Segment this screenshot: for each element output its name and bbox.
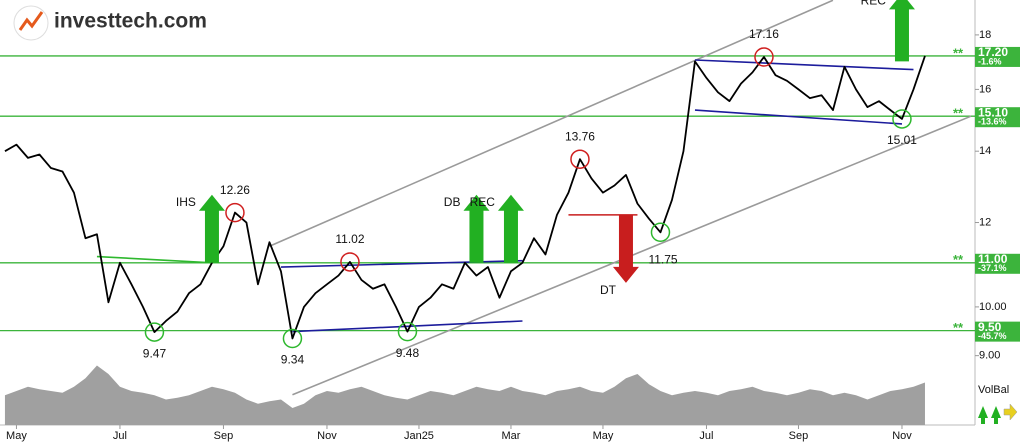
trendline bbox=[694, 59, 914, 71]
trendline bbox=[280, 259, 523, 268]
level-change: -37.1% bbox=[978, 263, 1007, 273]
signal-arrow bbox=[198, 194, 225, 263]
y-tick-label: 12 bbox=[979, 216, 991, 228]
volume-label: VolBal bbox=[978, 384, 1009, 396]
level-box bbox=[975, 46, 1020, 67]
volbal-icons bbox=[978, 403, 1018, 424]
pivot-label: 13.76 bbox=[565, 129, 595, 143]
logo-icon-line bbox=[18, 11, 44, 31]
pivot-label: 11.02 bbox=[335, 232, 364, 246]
level-label: 15.10 bbox=[978, 105, 1008, 119]
pivot-circle bbox=[225, 202, 245, 223]
signal-arrow bbox=[497, 194, 524, 263]
trendline bbox=[96, 255, 212, 264]
level-label: 11.00 bbox=[978, 252, 1008, 266]
level-change: -1.6% bbox=[978, 56, 1002, 66]
pivot-circle bbox=[397, 321, 418, 342]
volume-panel bbox=[4, 365, 925, 425]
x-tick-label: Nov bbox=[317, 430, 337, 442]
signal-label: DT bbox=[600, 283, 617, 297]
pivot-circle bbox=[892, 109, 912, 129]
logo: investtech.com bbox=[13, 5, 207, 41]
x-tick-label: Sep bbox=[789, 430, 809, 442]
signal-label: REC bbox=[861, 0, 887, 8]
pivot-label: 9.34 bbox=[281, 353, 305, 367]
price-line bbox=[4, 55, 926, 340]
y-tick-label: 14 bbox=[979, 145, 991, 157]
icon bbox=[1003, 403, 1018, 421]
pivot-circle bbox=[340, 252, 360, 272]
level-box bbox=[975, 321, 1020, 342]
pivot-circle bbox=[570, 149, 590, 169]
y-tick-label: 16 bbox=[979, 83, 991, 95]
trendline bbox=[292, 320, 523, 333]
signal-arrow bbox=[612, 214, 639, 283]
x-tick-label: Nov bbox=[892, 430, 912, 442]
pivot-circle bbox=[144, 322, 165, 342]
signal-arrow bbox=[888, 0, 915, 62]
level-change: -45.7% bbox=[978, 331, 1007, 341]
pivot-label: 9.47 bbox=[143, 346, 167, 360]
pivot-label: 15.01 bbox=[887, 133, 917, 147]
level-marker: ** bbox=[953, 106, 964, 121]
level-box bbox=[975, 253, 1020, 274]
x-tick-label: Sep bbox=[214, 430, 234, 442]
level-change: -13.6% bbox=[978, 117, 1007, 127]
level-label: 9.50 bbox=[978, 320, 1002, 334]
x-tick-label: Mar bbox=[501, 430, 520, 442]
signal-arrow bbox=[463, 194, 490, 263]
signal-label: DB bbox=[444, 195, 461, 209]
pivot-label: 9.48 bbox=[396, 346, 420, 360]
level-marker: ** bbox=[953, 252, 964, 267]
volume-area bbox=[4, 365, 925, 425]
x-tick-label: May bbox=[593, 430, 614, 442]
x-tick-label: Jul bbox=[699, 430, 713, 442]
signal-label: IHS bbox=[176, 195, 196, 209]
pivot-label: 17.16 bbox=[749, 27, 779, 41]
pivot-label: 12.26 bbox=[220, 183, 250, 197]
overlay: ** 17.20-1.6% ** 15.10-13.6% ** 11.00-37.1% **… bbox=[143, 0, 1020, 367]
y-tick-label: 9.00 bbox=[979, 350, 1000, 362]
x-tick-label: Jul bbox=[113, 430, 127, 442]
pivot-circle bbox=[650, 222, 671, 243]
x-tick-label: May bbox=[6, 430, 27, 442]
x-tick-label: Jan25 bbox=[404, 430, 434, 442]
y-tick-label: 18 bbox=[979, 29, 991, 41]
pivot-label: 11.75 bbox=[648, 252, 677, 266]
trendline bbox=[694, 109, 903, 125]
trendline bbox=[269, 0, 834, 247]
level-marker: ** bbox=[953, 45, 964, 60]
icon bbox=[978, 406, 988, 424]
icon bbox=[991, 406, 1001, 424]
signal-label: REC bbox=[470, 195, 496, 209]
level-box bbox=[975, 107, 1020, 128]
y-tick-label: 10.00 bbox=[979, 301, 1007, 313]
logo-text: investtech.com bbox=[54, 10, 207, 33]
level-label: 17.20 bbox=[978, 45, 1008, 59]
pivot-circle bbox=[754, 47, 774, 67]
pivot-circle bbox=[282, 328, 303, 349]
level-marker: ** bbox=[953, 320, 964, 335]
